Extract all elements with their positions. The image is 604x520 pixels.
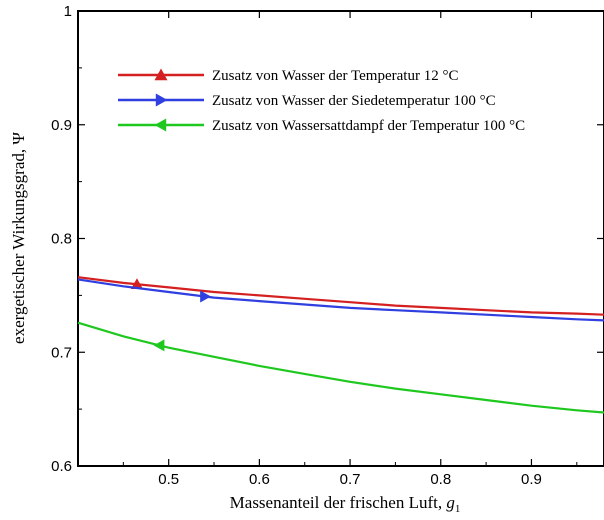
x-axis-title-subscript: 1: [455, 503, 461, 515]
x-tick-label: 0.9: [521, 471, 542, 488]
legend-label: Zusatz von Wasser der Temperatur 12 °C: [212, 68, 458, 84]
legend-marker: [154, 118, 167, 132]
y-tick-label: 1: [64, 3, 72, 20]
y-tick-label: 0.7: [51, 344, 72, 361]
legend-entry-3: Zusatz von Wassersattdampf der Temperatu…: [118, 118, 525, 134]
y-tick-label: 0.8: [51, 231, 72, 248]
ticks-layer: 0.5 0.6 0.7 0.8 0.9 0.6 0.7 0.8 0.9 1: [51, 3, 604, 488]
series-layer: [77, 276, 604, 414]
x-tick-label: 0.5: [158, 471, 179, 488]
series-line-2: [77, 278, 604, 322]
y-tick-label: 0.9: [51, 117, 72, 134]
series-marker-1: [130, 278, 143, 290]
x-tick-label: 0.8: [430, 471, 451, 488]
legend-marker: [155, 93, 168, 107]
y-axis-title: exergetischer Wirkungsgrad, Ψ: [9, 132, 28, 344]
x-tick-label: 0.7: [340, 471, 361, 488]
x-axis-title-text: Massenanteil der frischen Luft,: [230, 493, 442, 512]
series-marker-2: [200, 290, 211, 303]
x-axis-title: Massenanteil der frischen Luft, g1: [230, 493, 461, 515]
legend: Zusatz von Wasser der Temperatur 12 °C Zu…: [118, 68, 525, 134]
series-line-1: [77, 276, 604, 316]
x-axis-title-symbol: g: [446, 493, 455, 512]
series-marker-3: [153, 339, 165, 352]
legend-marker: [154, 68, 168, 81]
legend-label: Zusatz von Wassersattdampf der Temperatu…: [212, 118, 525, 134]
legend-label: Zusatz von Wasser der Siedetemperatur 10…: [212, 93, 496, 109]
series-line-3: [77, 321, 604, 414]
series-1: [77, 276, 604, 316]
legend-entry-2: Zusatz von Wasser der Siedetemperatur 10…: [118, 93, 496, 109]
y-tick-label: 0.6: [51, 458, 72, 475]
legend-entry-1: Zusatz von Wasser der Temperatur 12 °C: [118, 68, 458, 84]
x-tick-label: 0.6: [249, 471, 270, 488]
series-3: [77, 321, 604, 414]
series-2: [77, 278, 604, 322]
